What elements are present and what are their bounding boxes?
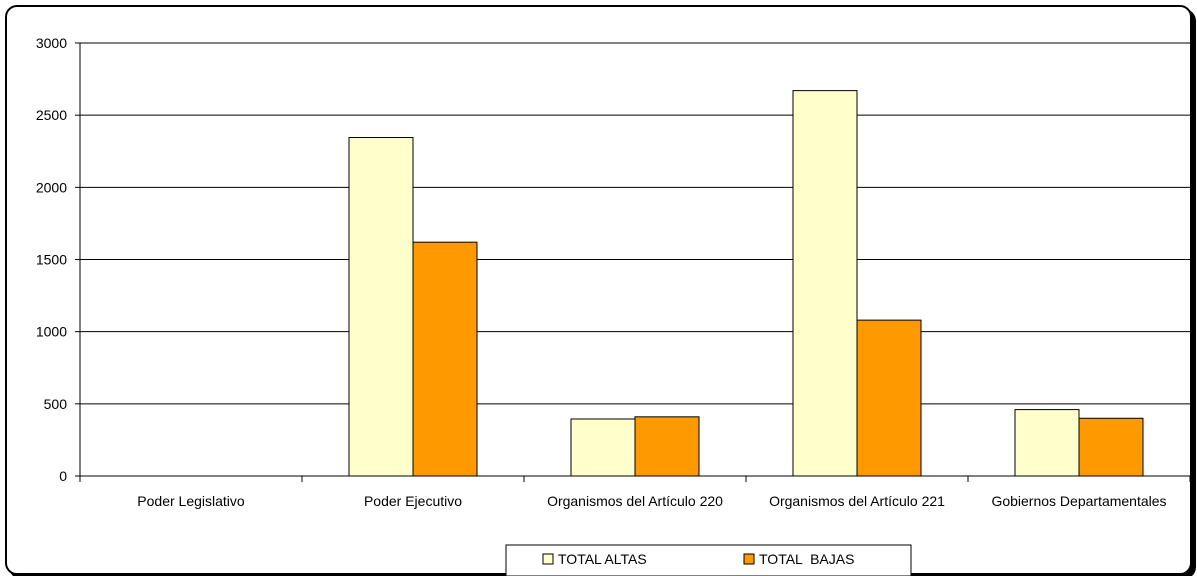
chart-frame xyxy=(5,5,1192,575)
y-tick-label: 1500 xyxy=(36,252,67,268)
legend: TOTAL ALTAS TOTAL BAJAS xyxy=(505,544,912,576)
x-category-label: Gobiernos Departamentales xyxy=(991,493,1166,509)
y-tick-labels: 0 500 1000 1500 2000 2500 3000 xyxy=(36,35,67,484)
y-tick-label: 2000 xyxy=(36,179,67,195)
bars xyxy=(348,90,1144,477)
y-tick-label: 0 xyxy=(59,468,67,484)
x-category-label: Organismos del Artículo 220 xyxy=(547,493,723,509)
x-category-labels: Poder Legislativo Poder Ejecutivo Organism… xyxy=(137,493,1166,509)
y-tick-label: 500 xyxy=(44,396,68,412)
legend-swatch xyxy=(542,553,554,565)
x-category-label: Poder Ejecutivo xyxy=(364,493,462,509)
y-tick-label: 2500 xyxy=(36,107,67,123)
bar xyxy=(634,416,700,477)
legend-box xyxy=(505,544,912,576)
legend-label: TOTAL BAJAS xyxy=(759,551,854,567)
gridlines xyxy=(80,42,1190,405)
bar xyxy=(412,241,478,477)
bar xyxy=(1078,417,1144,477)
y-tick-label: 1000 xyxy=(36,324,67,340)
bar xyxy=(1014,409,1080,477)
legend-swatch xyxy=(743,553,755,565)
x-category-label: Organismos del Artículo 221 xyxy=(769,493,945,509)
x-category-label: Poder Legislativo xyxy=(137,493,245,509)
y-tick-label: 3000 xyxy=(36,35,67,51)
axes xyxy=(75,42,1191,482)
bar xyxy=(570,418,636,477)
bar xyxy=(856,319,922,477)
bar xyxy=(792,90,858,477)
legend-label: TOTAL ALTAS xyxy=(558,551,647,567)
bar xyxy=(348,137,414,477)
